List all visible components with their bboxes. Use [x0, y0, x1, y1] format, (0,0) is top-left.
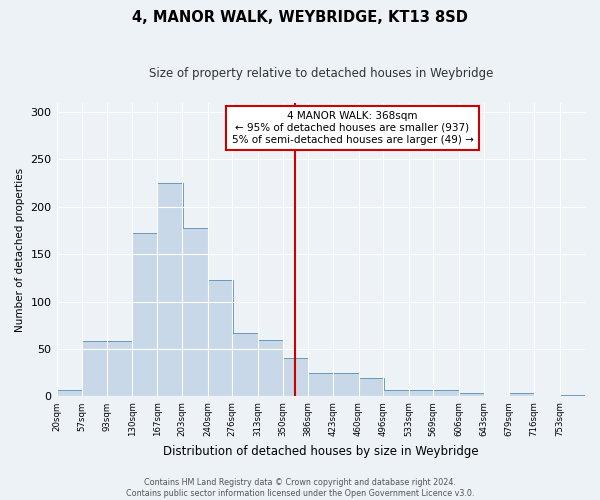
Bar	[383, 390, 409, 396]
X-axis label: Distribution of detached houses by size in Weybridge: Distribution of detached houses by size …	[163, 444, 479, 458]
Bar	[208, 280, 233, 396]
Bar	[182, 228, 208, 396]
Bar	[333, 372, 359, 396]
Bar	[107, 342, 132, 396]
Bar	[283, 358, 308, 397]
Text: 4 MANOR WALK: 368sqm
← 95% of detached houses are smaller (937)
5% of semi-detac: 4 MANOR WALK: 368sqm ← 95% of detached h…	[232, 112, 473, 144]
Bar	[56, 390, 82, 396]
Bar	[459, 392, 484, 396]
Bar	[257, 340, 283, 396]
Bar	[409, 390, 434, 396]
Bar	[308, 372, 333, 396]
Bar	[232, 333, 257, 396]
Title: Size of property relative to detached houses in Weybridge: Size of property relative to detached ho…	[149, 68, 493, 80]
Bar	[82, 342, 107, 396]
Bar	[560, 394, 585, 396]
Y-axis label: Number of detached properties: Number of detached properties	[15, 168, 25, 332]
Bar	[132, 234, 157, 396]
Bar	[157, 183, 183, 396]
Bar	[509, 392, 534, 396]
Text: Contains HM Land Registry data © Crown copyright and database right 2024.
Contai: Contains HM Land Registry data © Crown c…	[126, 478, 474, 498]
Text: 4, MANOR WALK, WEYBRIDGE, KT13 8SD: 4, MANOR WALK, WEYBRIDGE, KT13 8SD	[132, 10, 468, 25]
Bar	[433, 390, 459, 396]
Bar	[359, 378, 384, 396]
